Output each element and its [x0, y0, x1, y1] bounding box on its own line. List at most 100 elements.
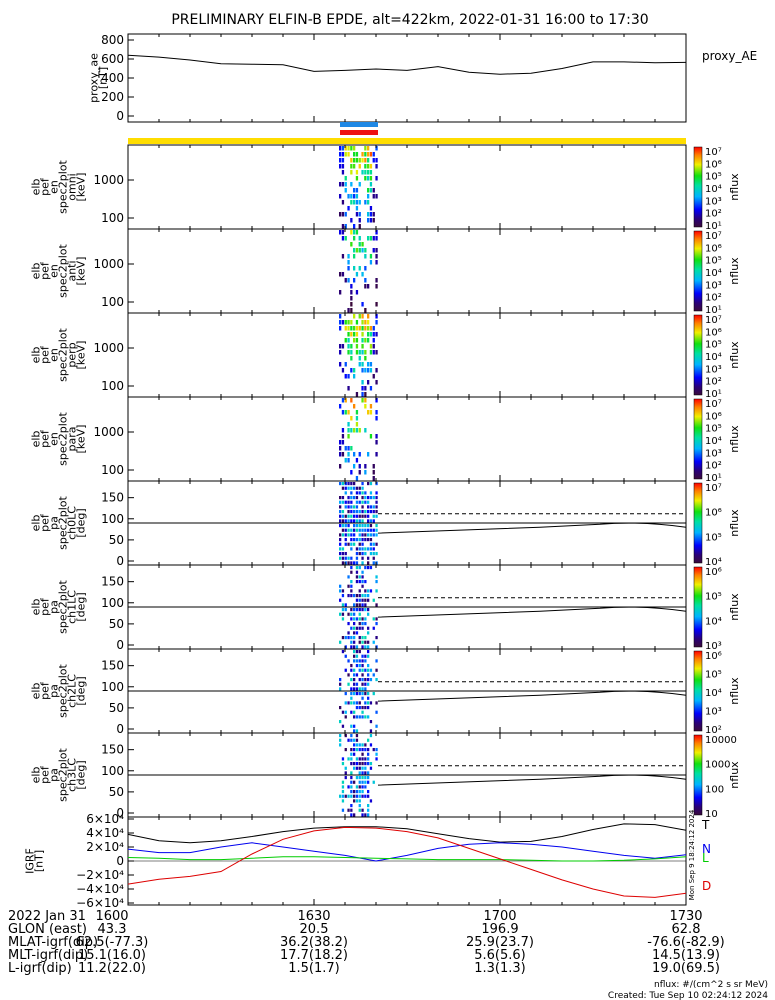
spectrogram-cell — [369, 164, 373, 169]
spectrogram-cell — [358, 594, 361, 598]
spectrogram-cell — [355, 170, 359, 175]
spectrogram-cell — [353, 452, 356, 457]
colorbar — [693, 734, 703, 816]
spectrogram-cell — [358, 598, 361, 602]
y-axis-label: pa — [48, 600, 61, 614]
y-tick-label: 150 — [101, 491, 124, 505]
spectrogram-cell — [358, 776, 361, 780]
y-axis-label: omni — [66, 173, 79, 200]
y-tick-label: 2×10⁴ — [86, 840, 124, 854]
spectrogram-cell — [375, 528, 378, 532]
spectrogram-cell — [369, 254, 373, 259]
spectrogram-cell — [367, 500, 370, 504]
spectrogram-cell — [358, 164, 361, 169]
row-label-l: L-igrf(dip) — [8, 961, 72, 976]
spectrogram-cell — [339, 738, 342, 742]
spectrogram-cell — [364, 356, 367, 361]
spectrogram-cell — [364, 164, 367, 169]
spectrogram-cell — [375, 524, 378, 528]
spectrogram-cell — [355, 673, 359, 677]
spectrogram-cell — [367, 790, 370, 794]
spectrogram-cell — [344, 236, 347, 241]
spectrogram-cell — [341, 650, 345, 654]
spectrogram-cell — [355, 188, 359, 193]
spectrogram-cell — [375, 724, 378, 728]
spectrogram-cell — [350, 326, 353, 331]
spectrogram-cell — [353, 326, 356, 331]
spectrogram-cell — [347, 757, 350, 761]
spectrogram-cell — [358, 794, 361, 798]
spectrogram-cell — [350, 510, 353, 514]
spectrogram-cell — [369, 368, 373, 373]
spectrogram-cell — [347, 785, 350, 789]
spectrogram-cell — [358, 486, 361, 490]
spectrogram-cell — [353, 752, 356, 756]
spectrogram-cell — [341, 152, 345, 157]
spectrogram-cell — [375, 158, 378, 163]
spectrogram-cell — [364, 687, 367, 691]
spectrogram-cell — [347, 146, 350, 151]
y-tick-label: 100 — [101, 764, 124, 778]
spectrogram-cell — [364, 248, 367, 253]
spectrogram-cell — [355, 603, 359, 607]
colorbar-tick-label: 10⁵ — [705, 592, 722, 603]
spectrogram-cell — [358, 218, 361, 223]
spectrogram-cell — [339, 158, 342, 163]
spectrogram-cell — [350, 776, 353, 780]
spectrogram-cell — [350, 182, 353, 187]
spectrogram-cell — [361, 762, 364, 766]
spectrogram-cell — [375, 440, 378, 445]
spectrogram-cell — [339, 552, 342, 556]
spectrogram-cell — [367, 664, 370, 668]
spectrogram-cell — [350, 771, 353, 775]
electron-zone-bar — [340, 130, 378, 135]
colorbar — [693, 398, 703, 480]
spectrogram-cell — [361, 626, 364, 630]
spectrogram-cell — [372, 780, 375, 784]
spectrogram-cell — [358, 552, 361, 556]
colorbar-tick-label: 10⁴ — [705, 616, 722, 627]
spectrogram-cell — [358, 470, 361, 475]
spectrogram-cell — [339, 505, 342, 509]
spectrogram-cell — [350, 738, 353, 742]
spectrogram-cell — [347, 254, 350, 259]
spectrogram-cell — [372, 640, 375, 644]
spectrogram-cell — [358, 608, 361, 612]
spectrogram-cell — [361, 519, 364, 523]
spectrogram-cell — [367, 813, 370, 817]
spectrogram-cell — [369, 410, 373, 415]
spectrogram-cell — [355, 350, 359, 355]
colorbar-tick-label: 10⁴ — [705, 436, 722, 447]
spectrogram-cell — [339, 538, 342, 542]
y-tick-label: 100 — [101, 680, 124, 694]
spectrogram-cell — [350, 398, 353, 403]
colorbar-label: nflux — [728, 341, 741, 369]
spectrogram-cell — [341, 320, 345, 325]
spectrogram-cell — [367, 284, 370, 289]
spectrogram-cell — [375, 552, 378, 556]
spectrogram-cell — [364, 320, 367, 325]
spectrogram-cell — [361, 682, 364, 686]
spectrogram-cell — [350, 146, 353, 151]
spectrogram-cell — [358, 242, 361, 247]
spectrogram-cell — [355, 212, 359, 217]
proxy-ae-frame — [127, 33, 687, 123]
spectrogram-cell — [350, 290, 353, 295]
y-axis-label: [deg] — [75, 508, 88, 537]
spectrogram-cell — [353, 404, 356, 409]
spectrogram-cell — [358, 514, 361, 518]
y-axis-label: en — [48, 264, 61, 278]
spectrogram-cell — [353, 278, 356, 283]
spectrogram-cell — [347, 575, 350, 579]
spectrogram-cell — [353, 631, 356, 635]
spectrogram-cell — [367, 452, 370, 457]
spectrogram-cell — [350, 230, 353, 235]
footer-created: Created: Tue Sep 10 02:24:12 2024 — [608, 991, 768, 1000]
spectrogram-cell — [372, 218, 375, 223]
spectrogram-cell — [341, 808, 345, 812]
x-tick-label: -76.6(-82.9) — [647, 935, 724, 950]
spectrogram-cell — [355, 200, 359, 205]
x-tick-label: 1630 — [297, 909, 330, 924]
spectrogram-cell — [364, 170, 367, 175]
spectrogram-cell — [344, 734, 347, 738]
